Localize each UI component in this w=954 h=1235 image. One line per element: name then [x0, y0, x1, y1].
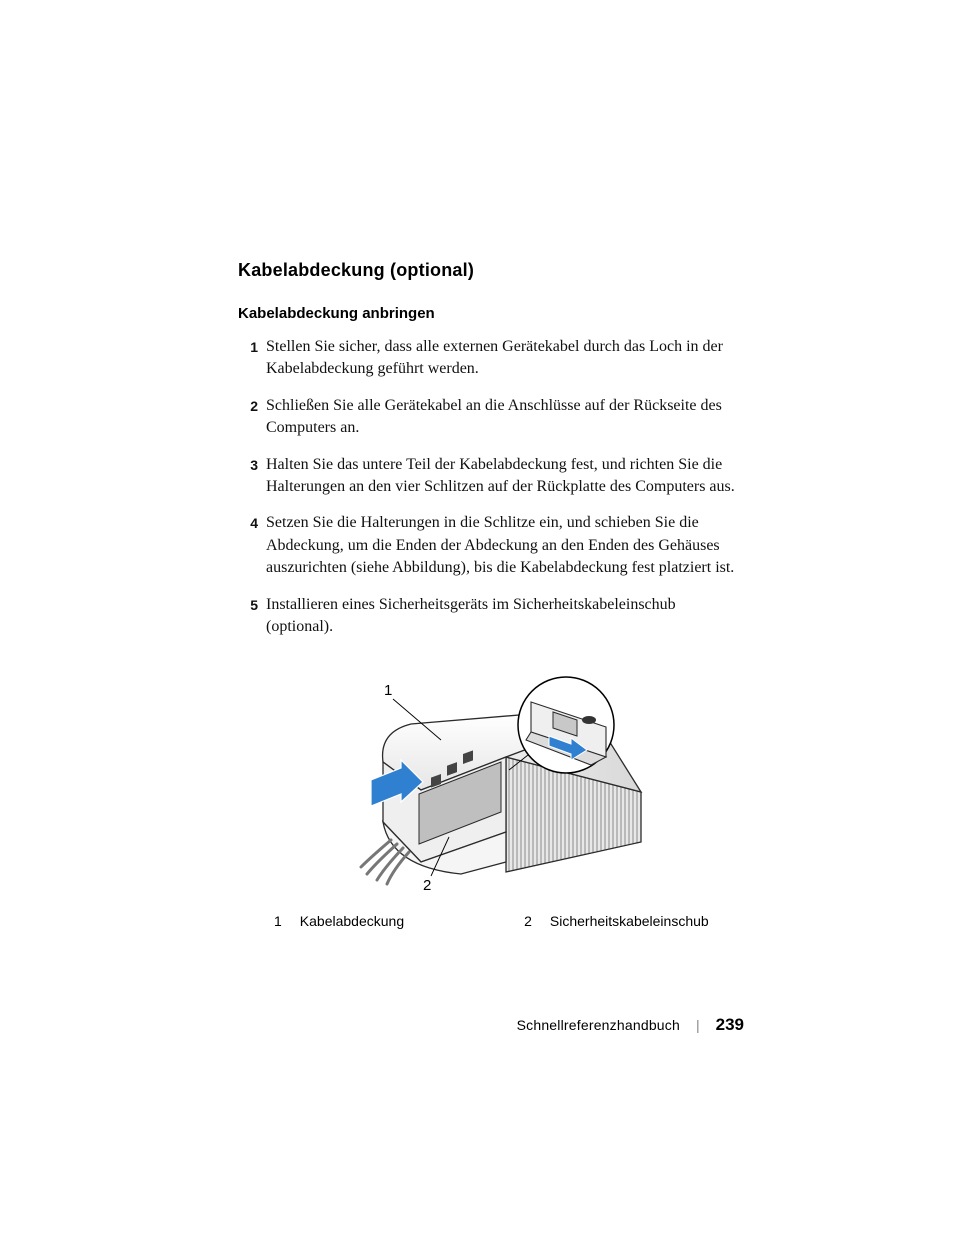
figure-container: 1 2 [238, 662, 744, 897]
step-item: Halten Sie das untere Teil der Kabelabde… [238, 454, 744, 499]
section-subtitle: Kabelabdeckung anbringen [238, 305, 744, 322]
callout-2: 2 [423, 877, 431, 894]
step-item: Stellen Sie sicher, dass alle externen G… [238, 336, 744, 381]
document-page: Kabelabdeckung (optional) Kabelabdeckung… [0, 0, 954, 1235]
step-item: Installieren eines Sicherheitsgeräts im … [238, 594, 744, 639]
footer-separator: | [696, 1017, 700, 1033]
footer-book-title: Schnellreferenzhandbuch [517, 1017, 680, 1033]
legend-num: 1 [274, 913, 282, 929]
legend-item: 2 Sicherheitskabeleinschub [524, 913, 709, 929]
step-item: Schließen Sie alle Gerätekabel an die An… [238, 395, 744, 440]
legend-item: 1 Kabelabdeckung [274, 913, 404, 929]
figure-legend: 1 Kabelabdeckung 2 Sicherheitskabeleinsc… [274, 913, 744, 929]
cable-cover-diagram: 1 2 [331, 662, 651, 897]
legend-num: 2 [524, 913, 532, 929]
legend-label: Sicherheitskabeleinschub [550, 913, 709, 929]
step-item: Setzen Sie die Halterungen in die Schlit… [238, 512, 744, 579]
footer-page-number: 239 [716, 1015, 744, 1035]
step-list: Stellen Sie sicher, dass alle externen G… [238, 336, 744, 638]
page-footer: Schnellreferenzhandbuch | 239 [517, 1015, 744, 1035]
callout-1: 1 [384, 682, 392, 699]
legend-label: Kabelabdeckung [300, 913, 404, 929]
section-title: Kabelabdeckung (optional) [238, 260, 744, 281]
